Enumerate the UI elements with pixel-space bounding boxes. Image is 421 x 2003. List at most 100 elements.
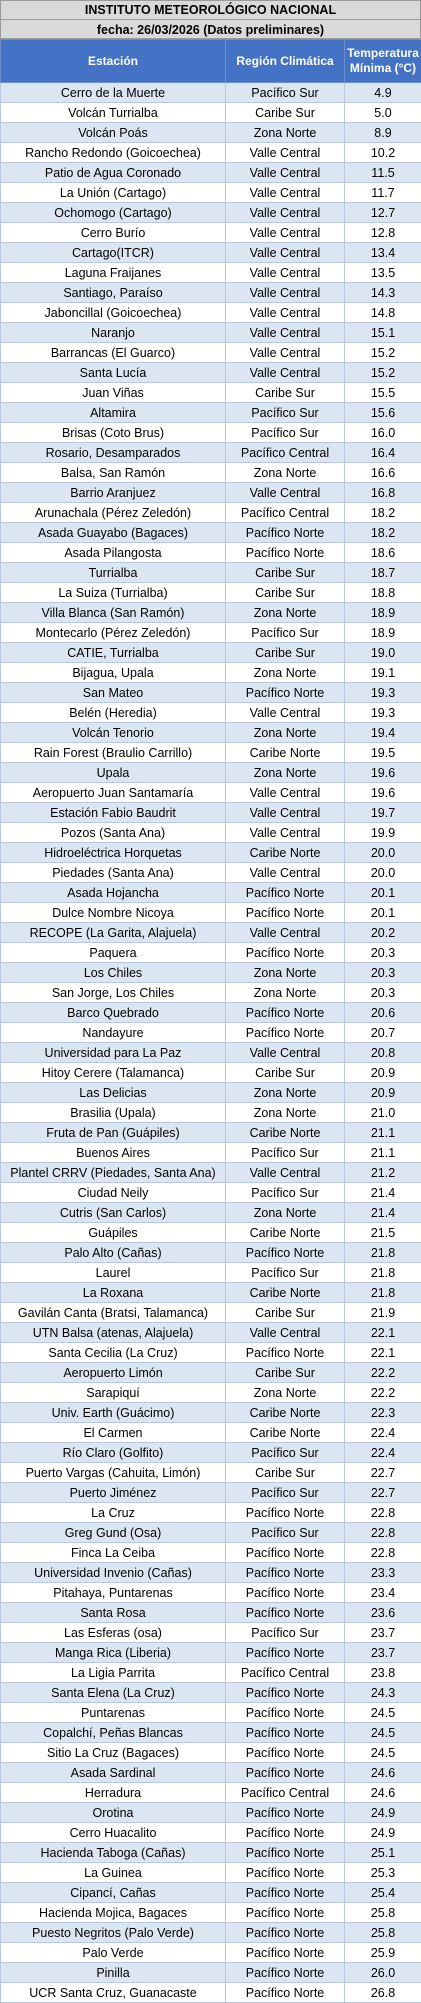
station-cell: Volcán Turrialba bbox=[1, 103, 226, 123]
header-row: Estación Región Climática Temperatura Mí… bbox=[1, 40, 421, 83]
station-cell: Brisas (Coto Brus) bbox=[1, 423, 226, 443]
region-cell: Caribe Sur bbox=[226, 1363, 345, 1383]
min-temp-cell: 24.9 bbox=[345, 1823, 421, 1843]
region-cell: Valle Central bbox=[226, 1163, 345, 1183]
region-cell: Zona Norte bbox=[226, 1103, 345, 1123]
region-cell: Pacífico Norte bbox=[226, 1943, 345, 1963]
min-temp-cell: 20.6 bbox=[345, 1003, 421, 1023]
station-cell: Plantel CRRV (Piedades, Santa Ana) bbox=[1, 1163, 226, 1183]
station-cell: CATIE, Turrialba bbox=[1, 643, 226, 663]
region-cell: Valle Central bbox=[226, 1043, 345, 1063]
station-cell: Asada Guayabo (Bagaces) bbox=[1, 523, 226, 543]
min-temp-cell: 23.6 bbox=[345, 1603, 421, 1623]
min-temp-cell: 20.7 bbox=[345, 1023, 421, 1043]
min-temp-cell: 16.8 bbox=[345, 483, 421, 503]
region-cell: Pacífico Central bbox=[226, 1663, 345, 1683]
min-temp-cell: 21.9 bbox=[345, 1303, 421, 1323]
region-cell: Caribe Norte bbox=[226, 1423, 345, 1443]
region-cell: Pacífico Sur bbox=[226, 623, 345, 643]
min-temp-cell: 25.1 bbox=[345, 1843, 421, 1863]
station-cell: Pozos (Santa Ana) bbox=[1, 823, 226, 843]
region-cell: Zona Norte bbox=[226, 603, 345, 623]
min-temp-cell: 12.8 bbox=[345, 223, 421, 243]
min-temp-cell: 16.4 bbox=[345, 443, 421, 463]
station-cell: Belén (Heredia) bbox=[1, 703, 226, 723]
min-temp-cell: 18.6 bbox=[345, 543, 421, 563]
region-cell: Zona Norte bbox=[226, 663, 345, 683]
region-cell: Pacífico Central bbox=[226, 1783, 345, 1803]
station-cell: Ciudad Neily bbox=[1, 1183, 226, 1203]
min-temp-cell: 15.1 bbox=[345, 323, 421, 343]
table-row: Plantel CRRV (Piedades, Santa Ana)Valle … bbox=[1, 1163, 421, 1183]
station-cell: Jaboncillal (Goicoechea) bbox=[1, 303, 226, 323]
station-cell: Santa Elena (La Cruz) bbox=[1, 1683, 226, 1703]
region-cell: Caribe Norte bbox=[226, 1223, 345, 1243]
min-temp-cell: 18.2 bbox=[345, 523, 421, 543]
min-temp-cell: 19.3 bbox=[345, 703, 421, 723]
region-cell: Pacífico Norte bbox=[226, 1683, 345, 1703]
station-cell: Nandayure bbox=[1, 1023, 226, 1043]
region-cell: Caribe Norte bbox=[226, 1283, 345, 1303]
station-cell: Rancho Redondo (Goicoechea) bbox=[1, 143, 226, 163]
station-cell: Las Esferas (osa) bbox=[1, 1623, 226, 1643]
region-cell: Pacífico Norte bbox=[226, 1763, 345, 1783]
region-cell: Valle Central bbox=[226, 303, 345, 323]
region-cell: Pacífico Norte bbox=[226, 903, 345, 923]
station-cell: Balsa, San Ramón bbox=[1, 463, 226, 483]
report-date: fecha: 26/03/2026 (Datos preliminares) bbox=[0, 19, 421, 39]
region-cell: Valle Central bbox=[226, 803, 345, 823]
table-row: Puerto Vargas (Cahuita, Limón)Caribe Sur… bbox=[1, 1463, 421, 1483]
region-cell: Pacífico Norte bbox=[226, 1243, 345, 1263]
station-cell: La Unión (Cartago) bbox=[1, 183, 226, 203]
min-temp-cell: 20.1 bbox=[345, 903, 421, 923]
min-temp-cell: 19.6 bbox=[345, 783, 421, 803]
min-temp-cell: 25.4 bbox=[345, 1883, 421, 1903]
station-cell: Volcán Poás bbox=[1, 123, 226, 143]
region-cell: Pacífico Norte bbox=[226, 1023, 345, 1043]
region-cell: Valle Central bbox=[226, 703, 345, 723]
station-cell: Puerto Jiménez bbox=[1, 1483, 226, 1503]
min-temp-cell: 19.5 bbox=[345, 743, 421, 763]
station-cell: RECOPE (La Garita, Alajuela) bbox=[1, 923, 226, 943]
station-cell: Villa Blanca (San Ramón) bbox=[1, 603, 226, 623]
station-cell: Cerro de la Muerte bbox=[1, 83, 226, 103]
region-cell: Valle Central bbox=[226, 923, 345, 943]
region-cell: Zona Norte bbox=[226, 963, 345, 983]
min-temp-cell: 22.2 bbox=[345, 1383, 421, 1403]
region-cell: Pacífico Norte bbox=[226, 1003, 345, 1023]
region-cell: Zona Norte bbox=[226, 983, 345, 1003]
region-cell: Pacífico Sur bbox=[226, 1143, 345, 1163]
region-cell: Valle Central bbox=[226, 1323, 345, 1343]
region-cell: Zona Norte bbox=[226, 1203, 345, 1223]
min-temp-cell: 24.5 bbox=[345, 1743, 421, 1763]
region-cell: Valle Central bbox=[226, 263, 345, 283]
region-cell: Caribe Sur bbox=[226, 383, 345, 403]
region-cell: Pacífico Norte bbox=[226, 1643, 345, 1663]
min-temp-cell: 18.7 bbox=[345, 563, 421, 583]
min-temp-cell: 24.5 bbox=[345, 1723, 421, 1743]
min-temp-cell: 22.8 bbox=[345, 1523, 421, 1543]
min-temp-cell: 5.0 bbox=[345, 103, 421, 123]
